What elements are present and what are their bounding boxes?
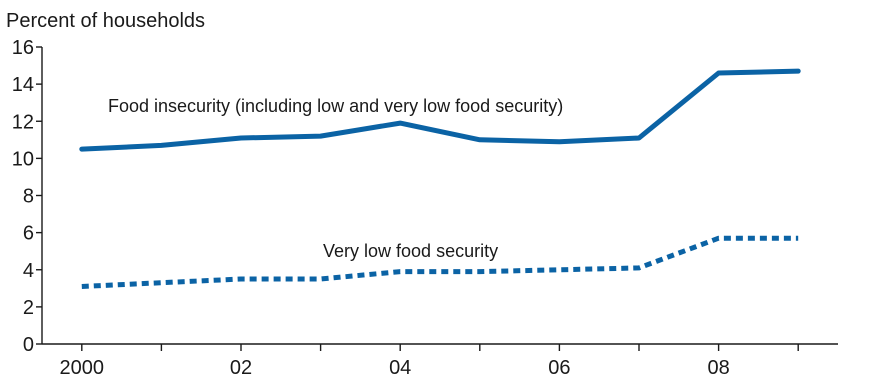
series-line bbox=[79, 68, 801, 152]
y-tick-label: 16 bbox=[12, 37, 34, 59]
y-tick-label: 2 bbox=[23, 297, 34, 319]
series-layer bbox=[79, 68, 801, 289]
series-very-low-food-security bbox=[81, 235, 799, 289]
y-tick-label: 10 bbox=[12, 148, 34, 170]
x-tick-label: 04 bbox=[389, 357, 411, 379]
x-tick-label: 08 bbox=[707, 357, 729, 379]
y-tick-label: 8 bbox=[23, 186, 34, 208]
annotation-food-insecurity: Food insecurity (including low and very … bbox=[108, 96, 563, 116]
series-food-insecurity bbox=[79, 68, 801, 152]
y-tick-label: 6 bbox=[23, 223, 34, 245]
y-tick-label: 4 bbox=[23, 260, 34, 282]
annotation-very-low-food-security: Very low food security bbox=[323, 241, 498, 261]
series-line bbox=[81, 235, 799, 289]
y-axis-title: Percent of households bbox=[6, 10, 205, 32]
series-annotations: Food insecurity (including low and very … bbox=[108, 96, 563, 261]
x-tick-label: 06 bbox=[548, 357, 570, 379]
x-tick-label: 02 bbox=[230, 357, 252, 379]
y-tick-label: 14 bbox=[12, 74, 34, 96]
y-tick-label: 0 bbox=[23, 334, 34, 356]
x-tick-label: 2000 bbox=[60, 357, 105, 379]
y-tick-label: 12 bbox=[12, 111, 34, 133]
